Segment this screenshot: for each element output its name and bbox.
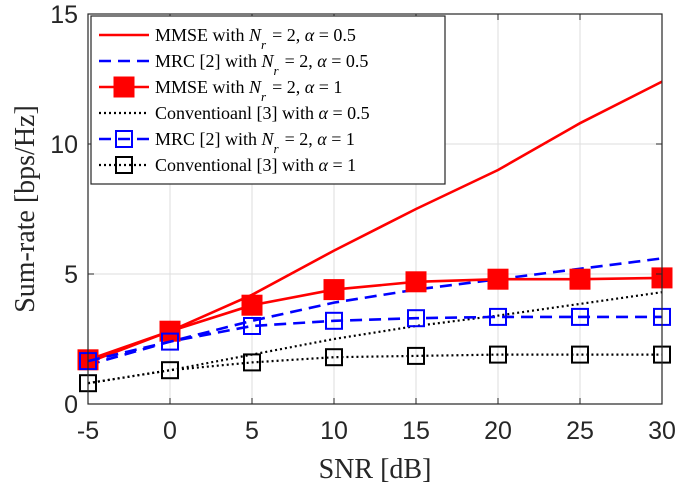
- x-tick-label: -5: [77, 417, 99, 445]
- data-point-marker: [243, 317, 261, 335]
- legend-entry-label: MMSE with Nr = 2, α = 0.5: [155, 25, 356, 52]
- data-point-marker: [323, 279, 345, 301]
- series-line: [87, 291, 663, 385]
- legend-entry-label: Conventioanl [3] with α = 0.5: [155, 103, 370, 123]
- x-tick-label: 0: [163, 417, 177, 445]
- data-point-marker: [569, 268, 591, 290]
- x-tick-label: 15: [402, 417, 430, 445]
- series-line: [87, 315, 662, 363]
- data-point-marker: [241, 294, 263, 316]
- legend-entry-label: MRC [2] with Nr = 2, α = 0.5: [155, 51, 368, 78]
- data-point-marker: [325, 348, 343, 367]
- data-point-marker: [489, 307, 507, 326]
- series-4: [87, 291, 663, 385]
- x-tick-label: 20: [484, 417, 512, 445]
- legend-entry-label: Conventional [3] with α = 1: [155, 155, 356, 175]
- data-point-marker: [489, 345, 507, 364]
- x-axis-title: SNR [dB]: [319, 454, 432, 485]
- data-point-marker: [407, 309, 425, 328]
- series-1: [87, 80, 663, 364]
- legend-swatch-marker: [115, 130, 133, 148]
- series-layer: [77, 80, 673, 393]
- data-point-marker: [161, 361, 179, 380]
- legend-box: [90, 15, 446, 185]
- y-axis-title: Sum-rate [bps/Hz]: [10, 105, 41, 313]
- series-line: [87, 80, 663, 364]
- legend-swatch-marker: [115, 156, 133, 174]
- data-point-marker: [161, 332, 179, 351]
- legend-entry-label: MMSE with Nr = 2, α = 1: [155, 77, 342, 104]
- legend-swatch-marker: [113, 76, 135, 98]
- series-6: [79, 345, 671, 393]
- data-point-marker: [243, 353, 261, 372]
- y-tick-label: 0: [64, 391, 78, 419]
- data-point-marker: [325, 311, 343, 330]
- data-point-marker: [405, 271, 427, 293]
- x-tick-label: 10: [320, 417, 348, 445]
- y-tick-label: 15: [50, 1, 78, 29]
- y-tick-label: 5: [64, 261, 78, 289]
- data-point-marker: [159, 320, 181, 342]
- x-tick-label: 25: [566, 417, 594, 445]
- y-tick-label: 10: [50, 131, 78, 159]
- series-line: [87, 353, 662, 385]
- data-point-marker: [487, 268, 509, 290]
- data-point-marker: [571, 307, 589, 326]
- data-point-marker: [571, 345, 589, 364]
- legend-entry-label: MRC [2] with Nr = 2, α = 1: [155, 129, 355, 156]
- plot-frame: [87, 13, 663, 405]
- x-tick-label: 30: [648, 417, 676, 445]
- x-tick-label: 5: [245, 417, 259, 445]
- data-point-marker: [407, 346, 425, 365]
- series-line: [87, 276, 663, 362]
